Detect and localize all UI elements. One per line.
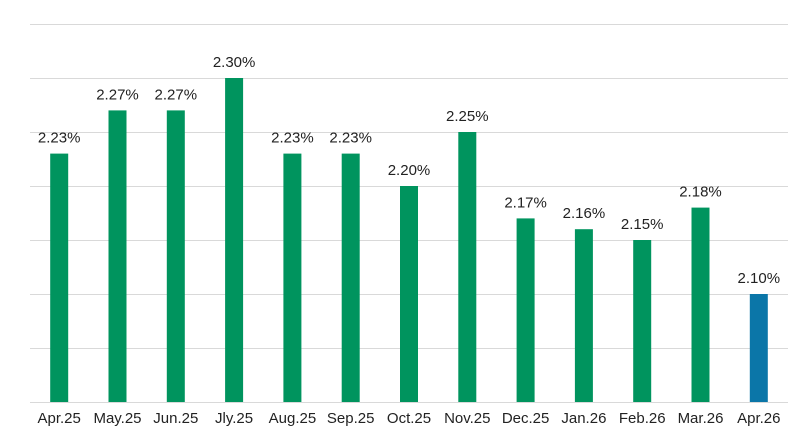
data-label: 2.15% xyxy=(621,216,664,233)
data-label: 2.10% xyxy=(738,270,781,287)
bar-sep-25 xyxy=(341,153,360,402)
x-axis-ticks: Apr.25 May.25 Jun.25 Jly.25 Aug.25 Sep.25 Oct.… xyxy=(38,410,781,427)
bar-aug-25 xyxy=(283,153,302,402)
bar-apr-25 xyxy=(50,153,69,402)
bar-jly-25 xyxy=(225,78,244,402)
bar-oct-25 xyxy=(400,186,418,402)
bar-dec-25 xyxy=(516,218,535,402)
data-label: 2.30% xyxy=(213,54,256,71)
x-tick-label: Jun.25 xyxy=(153,410,198,427)
bar-apr-26 xyxy=(749,294,768,402)
x-tick-label: Mar.26 xyxy=(678,410,724,427)
data-label: 2.16% xyxy=(563,205,606,222)
x-tick-label: May.25 xyxy=(93,410,141,427)
bar-series xyxy=(50,78,768,403)
data-label: 2.27% xyxy=(96,86,139,103)
data-label: 2.27% xyxy=(155,86,198,103)
data-label: 2.25% xyxy=(446,108,489,125)
bar-feb-26 xyxy=(633,240,652,402)
x-tick-label: Feb.26 xyxy=(619,410,666,427)
data-label: 2.18% xyxy=(679,184,722,201)
data-label: 2.20% xyxy=(388,162,431,179)
x-tick-label: Dec.25 xyxy=(502,410,550,427)
x-tick-label: Jan.26 xyxy=(561,410,606,427)
bar-nov-25 xyxy=(458,132,477,402)
data-label: 2.17% xyxy=(504,194,547,211)
bar-may-25 xyxy=(108,110,127,403)
x-tick-label: Apr.26 xyxy=(737,410,780,427)
x-tick-label: Oct.25 xyxy=(387,410,431,427)
x-tick-label: Apr.25 xyxy=(38,410,81,427)
bar-mar-26 xyxy=(691,207,710,402)
data-label: 2.23% xyxy=(329,130,372,147)
x-tick-label: Jly.25 xyxy=(215,410,253,427)
bar-jun-25 xyxy=(166,110,185,403)
data-label: 2.23% xyxy=(271,130,314,147)
data-labels: 2.23% 2.27% 2.27% 2.30% 2.23% 2.23% 2.20% 2.25%… xyxy=(38,54,780,287)
x-tick-label: Nov.25 xyxy=(444,410,490,427)
data-label: 2.23% xyxy=(38,130,81,147)
x-tick-label: Sep.25 xyxy=(327,410,375,427)
bar-jan-26 xyxy=(574,229,593,402)
x-tick-label: Aug.25 xyxy=(269,410,317,427)
